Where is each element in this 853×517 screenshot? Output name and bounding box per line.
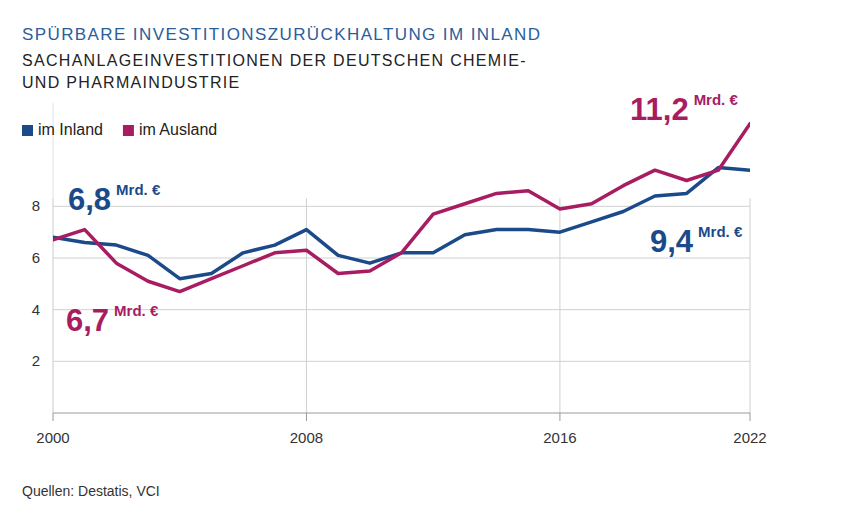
x-tick: [559, 413, 560, 421]
x-tick-label: 2016: [543, 429, 576, 446]
y-tick-label: 6: [32, 249, 40, 266]
grid-line: [53, 258, 750, 259]
y-tick-label: 4: [32, 301, 40, 318]
annotation-value: 11,2: [630, 92, 689, 127]
annotation-value: 9,4: [650, 224, 694, 259]
x-tick-label: 2008: [290, 429, 323, 446]
line: [53, 168, 750, 279]
x-axis-line: [53, 413, 750, 414]
grid-line: [53, 206, 750, 207]
annotation-unit: Mrd. €: [114, 302, 159, 319]
x-tick-label: 2000: [36, 429, 69, 446]
legend-label: im Inland: [38, 121, 103, 138]
grid-line: [53, 361, 750, 362]
x-tick: [750, 413, 751, 421]
subtitle: UND PHARMAINDUSTRIE: [22, 74, 241, 91]
x-tick: [53, 413, 54, 421]
grid-line: [750, 198, 751, 413]
series-lines: [53, 124, 750, 292]
source: Quellen: Destatis, VCI: [22, 483, 160, 499]
grid: [53, 198, 750, 413]
subtitle: SACHANLAGEINVESTITIONEN DER DEUTSCHEN CH…: [22, 52, 527, 69]
x-tick: [306, 413, 307, 421]
annotation-unit: Mrd. €: [698, 223, 743, 240]
legend-label: im Ausland: [139, 121, 217, 138]
annotation-unit: Mrd. €: [116, 181, 161, 198]
chart: SPÜRBARE INVESTITIONSZURÜCKHALTUNG IM IN…: [0, 0, 853, 517]
annotation-unit: Mrd. €: [694, 91, 739, 108]
title: SPÜRBARE INVESTITIONSZURÜCKHALTUNG IM IN…: [22, 25, 541, 44]
annotation-value: 6,8: [68, 182, 111, 217]
y-tick-label: 8: [32, 197, 40, 214]
line: [53, 124, 750, 292]
x-tick-label: 2022: [733, 429, 766, 446]
legend-swatch: [123, 125, 134, 136]
y-axis-line: [53, 103, 54, 413]
annotation-value: 6,7: [66, 303, 109, 338]
y-tick-label: 2: [32, 352, 40, 369]
legend-swatch: [22, 125, 33, 136]
